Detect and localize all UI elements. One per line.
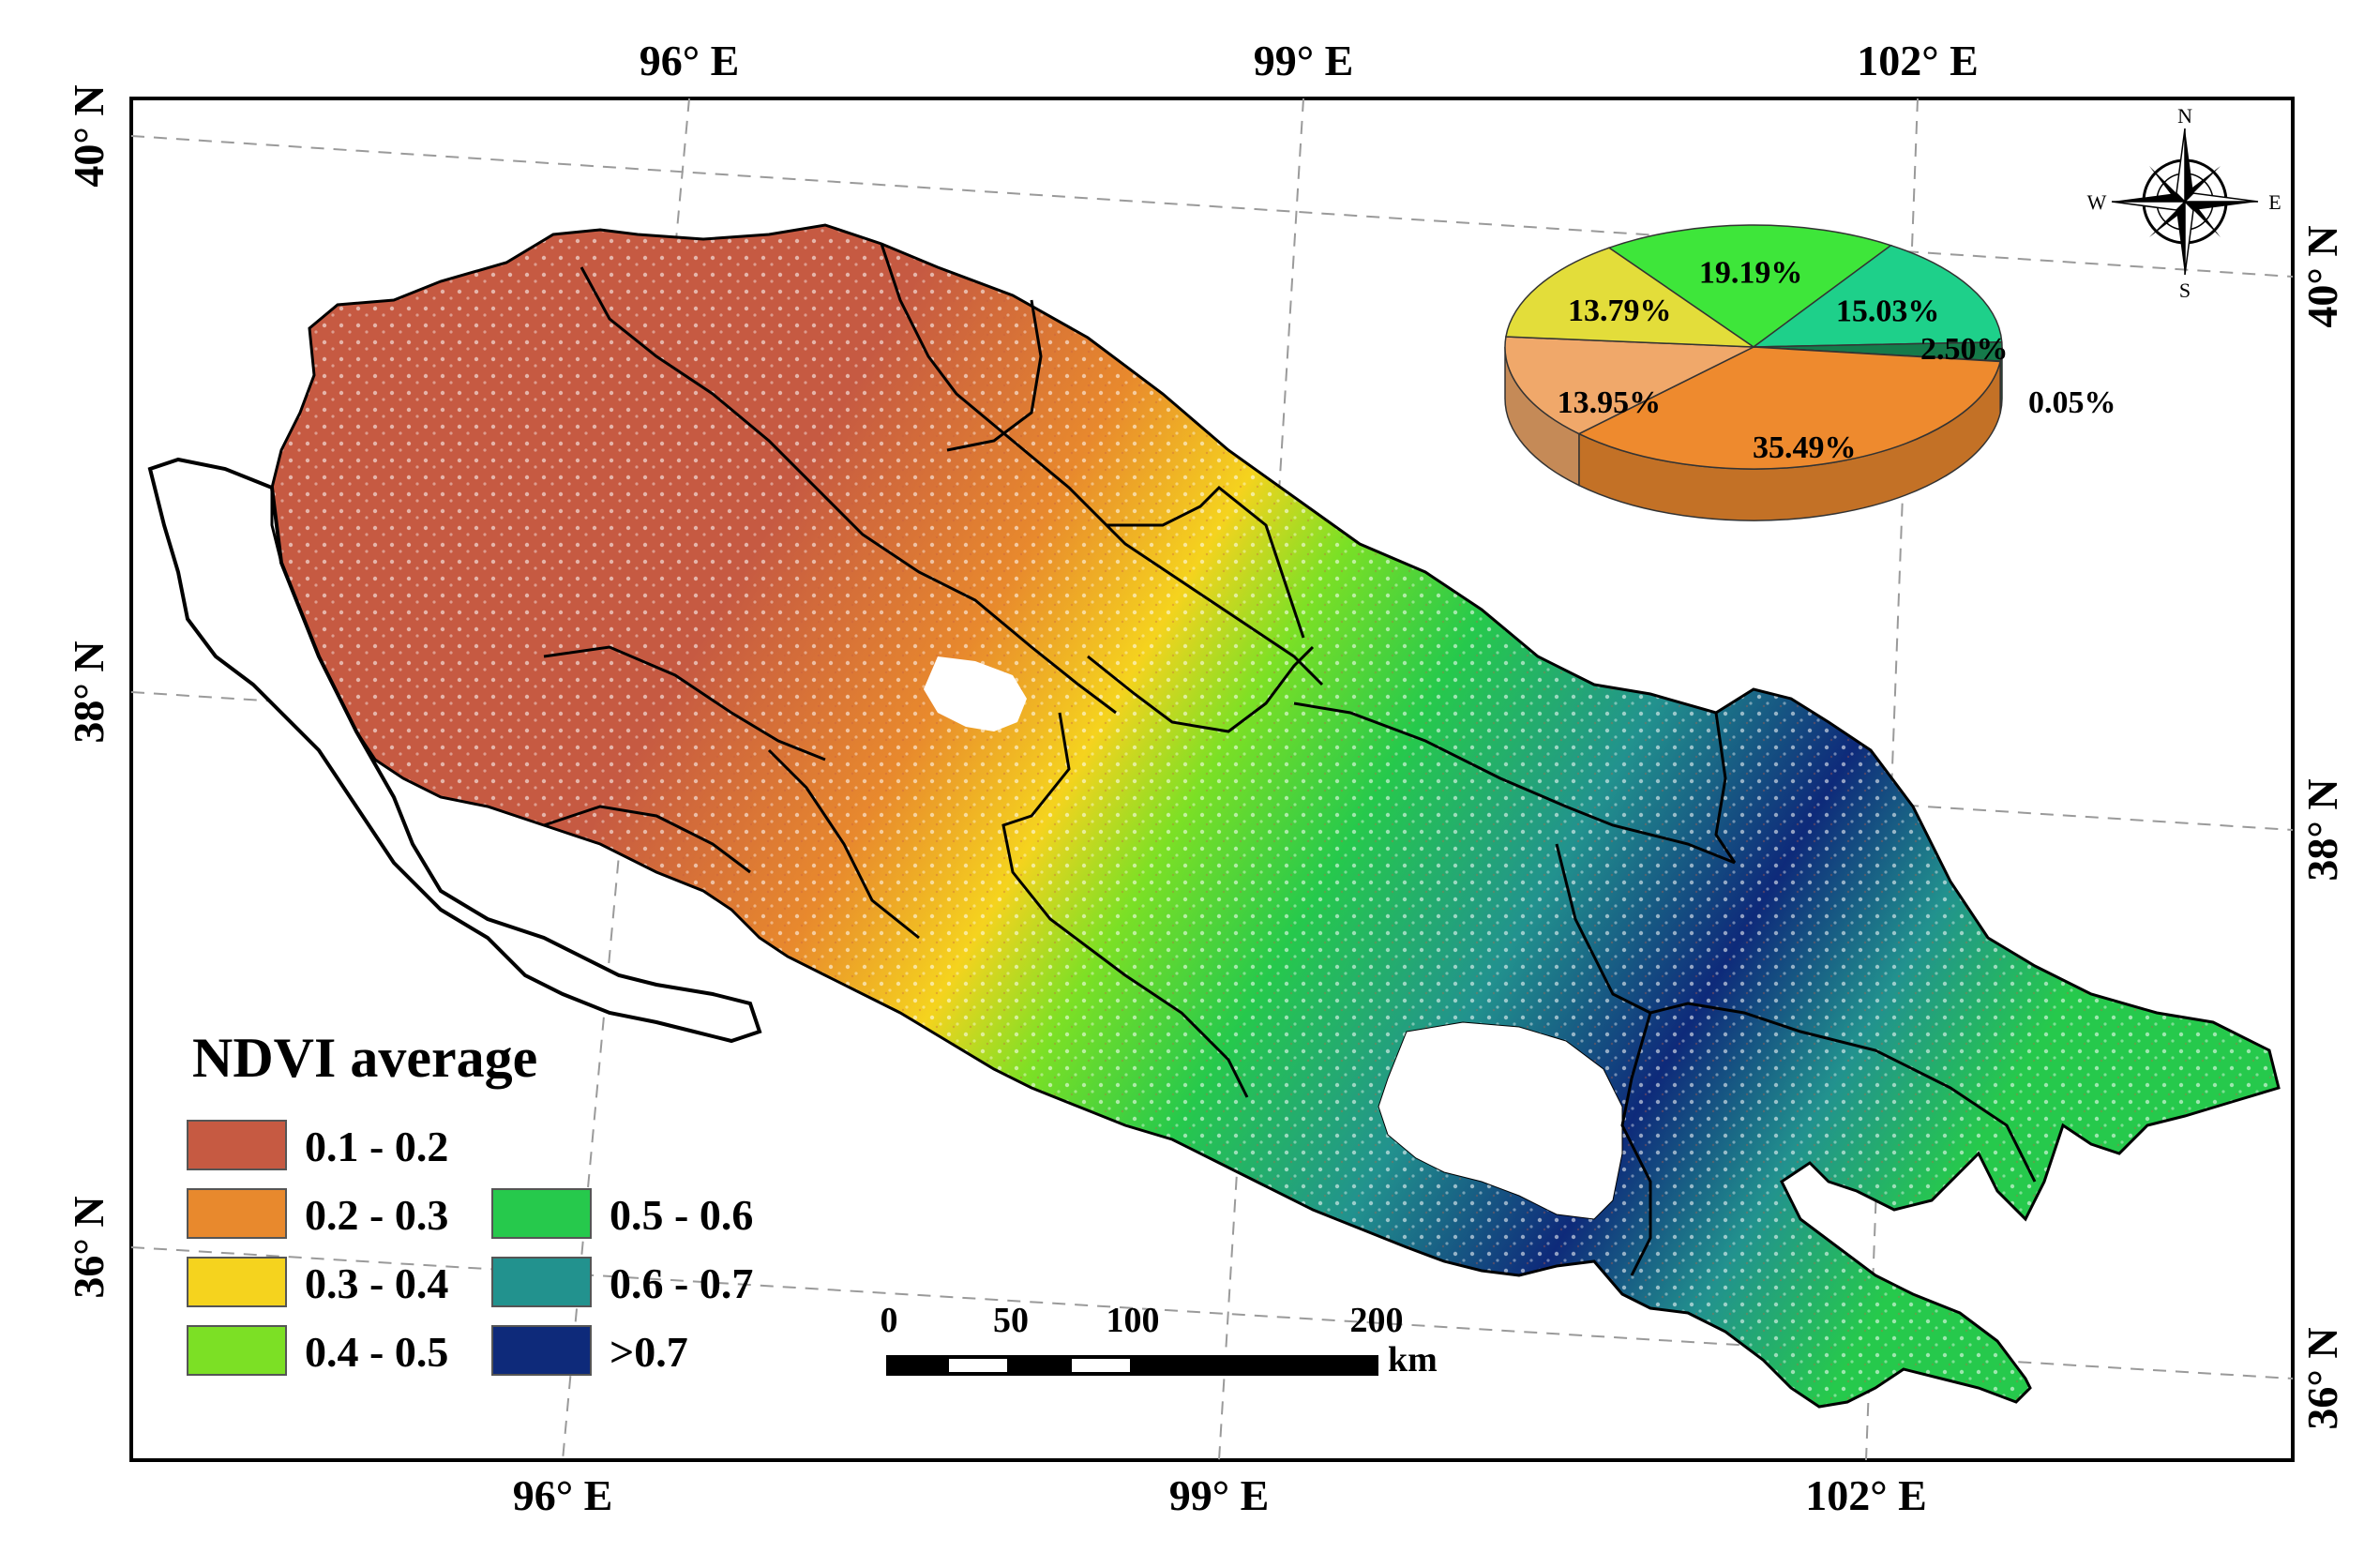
pie-label-4: 35.49% <box>1753 430 1857 465</box>
scale-tick-100: 100 <box>1107 1301 1160 1340</box>
legend-swatch-2 <box>187 1257 287 1307</box>
pie-label-6: 13.79% <box>1568 294 1672 328</box>
legend-label-2: 0.3 - 0.4 <box>305 1259 448 1307</box>
legend-label-0: 0.1 - 0.2 <box>305 1123 448 1170</box>
bottom-tick-96: 96° E <box>513 1471 613 1519</box>
legend-label-4: 0.5 - 0.6 <box>610 1191 753 1239</box>
ndvi-pie-chart: 19.19% 15.03% 2.50% 0.05% 35.49% 13.95% 13.79% <box>1504 224 2116 521</box>
scale-tick-50: 50 <box>993 1301 1029 1340</box>
pie-label-5: 13.95% <box>1558 385 1662 420</box>
legend: NDVI average 0.1 - 0.2 0.2 - 0.3 0.3 - 0… <box>187 1027 753 1376</box>
legend-swatch-6 <box>491 1325 592 1376</box>
hala-lake <box>924 656 1027 731</box>
study-region <box>147 223 2281 1409</box>
left-tick-36: 36° N <box>65 1196 113 1298</box>
pie-slice-1 <box>1751 244 2003 348</box>
legend-item-0: 0.1 - 0.2 <box>187 1120 448 1170</box>
pie-slice-0 <box>1607 224 1893 348</box>
scale-unit: km <box>1388 1340 1438 1380</box>
pie-slice-4 <box>1577 346 2002 470</box>
scale-tick-0: 0 <box>881 1301 898 1340</box>
right-tick-40: 40° N <box>2298 225 2346 327</box>
region-texture <box>272 225 2279 1407</box>
compass-rose-icon: N S E W <box>2087 104 2281 302</box>
left-tick-40: 40° N <box>65 84 113 187</box>
compass-e: E <box>2268 190 2281 214</box>
legend-label-5: 0.6 - 0.7 <box>610 1259 753 1307</box>
legend-item-5: 0.6 - 0.7 <box>491 1257 753 1307</box>
scale-bar: 0 50 100 200 km <box>881 1301 1438 1380</box>
right-tick-38: 38° N <box>2298 778 2346 881</box>
pie-label-1: 15.03% <box>1836 294 1940 328</box>
right-tick-36: 36° N <box>2298 1327 2346 1429</box>
legend-label-6: >0.7 <box>610 1328 688 1376</box>
compass-w: W <box>2087 190 2107 214</box>
legend-title: NDVI average <box>192 1027 537 1089</box>
pie-slice-6 <box>1505 247 1756 348</box>
legend-swatch-1 <box>187 1188 287 1239</box>
legend-item-1: 0.2 - 0.3 <box>187 1188 448 1239</box>
pie-label-3: 0.05% <box>2028 385 2116 420</box>
legend-swatch-4 <box>491 1188 592 1239</box>
legend-swatch-3 <box>187 1325 287 1376</box>
region-outline <box>270 223 2281 1409</box>
legend-item-3: 0.4 - 0.5 <box>187 1325 448 1376</box>
basin-boundaries <box>543 243 2037 1276</box>
compass-s: S <box>2179 279 2191 302</box>
left-tick-38: 38° N <box>65 641 113 743</box>
legend-label-3: 0.4 - 0.5 <box>305 1328 448 1376</box>
qinghai-lake <box>1378 1021 1623 1220</box>
legend-item-4: 0.5 - 0.6 <box>491 1188 753 1239</box>
legend-item-2: 0.3 - 0.4 <box>187 1257 448 1307</box>
pie-slice-5 <box>1504 336 1754 435</box>
legend-swatch-5 <box>491 1257 592 1307</box>
scale-tick-200: 200 <box>1350 1301 1404 1340</box>
bottom-tick-99: 99° E <box>1169 1471 1270 1519</box>
top-tick-96: 96° E <box>640 37 740 84</box>
legend-item-6: >0.7 <box>491 1325 688 1376</box>
pie-label-0: 19.19% <box>1699 255 1803 290</box>
compass-n: N <box>2177 104 2192 128</box>
legend-swatch-0 <box>187 1120 287 1170</box>
axis-labels: 96° E 99° E 102° E 96° E 99° E 102° E 40… <box>65 37 2346 1519</box>
pie-label-2: 2.50% <box>1920 332 2009 367</box>
bottom-tick-102: 102° E <box>1805 1471 1927 1519</box>
top-tick-102: 102° E <box>1857 37 1979 84</box>
top-tick-99: 99° E <box>1254 37 1354 84</box>
legend-label-1: 0.2 - 0.3 <box>305 1191 448 1239</box>
